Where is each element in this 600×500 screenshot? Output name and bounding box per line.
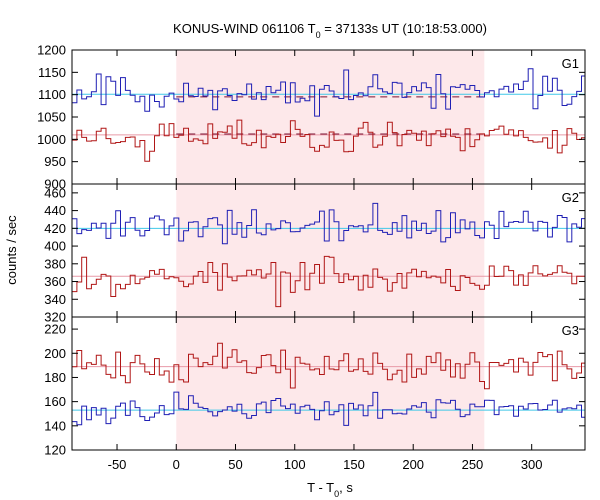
y-tick-label: 900 bbox=[44, 177, 66, 192]
y-tick-label: 160 bbox=[44, 394, 66, 409]
panel-frame bbox=[71, 316, 586, 451]
y-tick-label: 460 bbox=[44, 185, 66, 200]
x-tick-label: 200 bbox=[402, 457, 424, 472]
light-curve-red bbox=[72, 119, 585, 162]
x-axis-label-sub: 0 bbox=[334, 489, 339, 499]
panel-label-g1: G1 bbox=[562, 56, 579, 71]
panel-g2: 320 340 360 380 400 420 440 460 G2 bbox=[44, 183, 586, 325]
y-tick-label: 420 bbox=[44, 221, 66, 236]
light-curve-blue bbox=[72, 391, 585, 426]
y-tick-label: 1150 bbox=[38, 65, 66, 80]
panel-g3: 120 140 160 180 200 220 G3 bbox=[44, 316, 586, 458]
x-tick-label: 150 bbox=[343, 457, 365, 472]
y-tick-label: 140 bbox=[44, 418, 66, 433]
panel-label-g3: G3 bbox=[562, 323, 579, 338]
y-tick-label: 180 bbox=[44, 370, 66, 385]
chart-title: KONUS-WIND 061106 T0 = 37133s UT (10:18:… bbox=[173, 21, 487, 40]
chart-title-main: KONUS-WIND 061106 T bbox=[173, 21, 316, 36]
panel-g1: 900 950 1000 1050 1100 1150 1200 G1 bbox=[37, 43, 586, 192]
panel-label-g2: G2 bbox=[562, 190, 579, 205]
y-tick-label: 200 bbox=[44, 346, 66, 361]
y-tick-label: 120 bbox=[44, 443, 66, 458]
y-tick-label: 400 bbox=[44, 239, 66, 254]
light-curve-red bbox=[72, 255, 585, 308]
x-tick-label: 0 bbox=[173, 457, 180, 472]
x-axis-label: T - T0, s bbox=[307, 480, 353, 499]
x-axis-label-rest: , s bbox=[339, 480, 353, 495]
panel-series bbox=[72, 202, 585, 308]
chart-title-sub: 0 bbox=[316, 30, 321, 40]
x-tick-label: 250 bbox=[462, 457, 484, 472]
y-axis-label: counts / sec bbox=[4, 215, 19, 285]
source-interval-shade bbox=[176, 50, 485, 450]
y-tick-label: 320 bbox=[44, 310, 66, 325]
x-tick-label: -50 bbox=[108, 457, 127, 472]
panel-series bbox=[72, 342, 585, 426]
plot-area: 90095010001050110011501200G1320340360380… bbox=[37, 43, 586, 472]
x-tick-label: 50 bbox=[228, 457, 242, 472]
y-tick-label: 1100 bbox=[38, 87, 66, 102]
y-tick-label: 380 bbox=[44, 256, 66, 271]
light-curve-red bbox=[72, 342, 585, 390]
y-tick-label: 950 bbox=[44, 154, 66, 169]
y-tick-label: 440 bbox=[44, 203, 66, 218]
x-axis-label-main: T - T bbox=[307, 480, 334, 495]
y-tick-label: 1050 bbox=[37, 110, 66, 125]
y-tick-label: 1200 bbox=[37, 43, 66, 58]
y-tick-label: 220 bbox=[44, 322, 66, 337]
y-tick-label: 1000 bbox=[37, 132, 66, 147]
x-tick-label: 100 bbox=[284, 457, 306, 472]
panel-series bbox=[72, 68, 585, 162]
y-tick-label: 340 bbox=[44, 292, 66, 307]
chart-title-rest: = 37133s UT (10:18:53.000) bbox=[321, 21, 487, 36]
light-curve-blue bbox=[72, 202, 585, 245]
y-tick-label: 360 bbox=[44, 274, 66, 289]
light-curve-blue bbox=[72, 68, 585, 117]
x-tick-label: 300 bbox=[521, 457, 543, 472]
